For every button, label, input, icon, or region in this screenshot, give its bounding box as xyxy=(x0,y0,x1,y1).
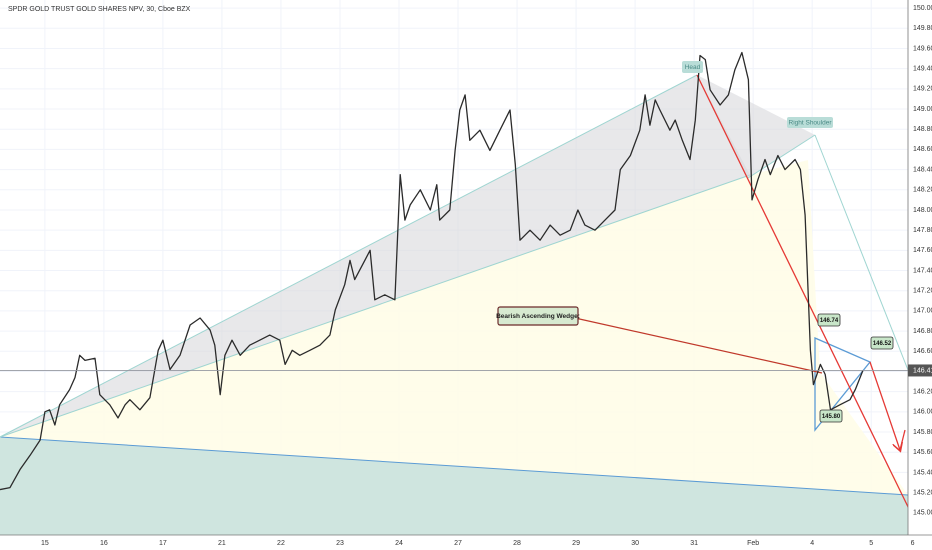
y-tick-label: 149.60 xyxy=(913,45,932,52)
head-label: Head xyxy=(685,64,701,71)
x-tick-label: 5 xyxy=(869,540,873,547)
y-tick-label: 149.00 xyxy=(913,106,932,113)
wedge-box xyxy=(497,306,579,326)
y-tick-label: 145.20 xyxy=(913,489,932,496)
x-tick-label: 30 xyxy=(631,540,639,547)
wedge-pointer xyxy=(574,317,823,374)
y-tick-label: 146.80 xyxy=(913,328,932,335)
y-tick-label: 148.60 xyxy=(913,146,932,153)
x-tick-label: Feb xyxy=(747,540,759,547)
price-callout-label: 145.80 xyxy=(822,414,841,420)
support-zone xyxy=(0,437,908,535)
price-line xyxy=(0,51,864,491)
axes: 145.00 145.20 145.40 145.60 145.80 146.00 146.… xyxy=(41,5,932,547)
price-callout-label: 146.52 xyxy=(873,341,892,347)
shoulder-line xyxy=(814,134,908,371)
y-tick-label: 148.00 xyxy=(913,207,932,214)
wedge-label: Bearish Ascending Wedge; xyxy=(496,313,580,320)
price-callout-box xyxy=(819,409,843,423)
y-tick-label: 145.00 xyxy=(913,510,932,517)
y-tick-label: 145.40 xyxy=(913,469,932,476)
triangle xyxy=(814,337,872,432)
last-price-label: 146.41 xyxy=(913,367,932,374)
neck-line xyxy=(747,134,816,179)
shoulder-fill xyxy=(697,75,815,178)
price-axis-bg xyxy=(908,0,932,550)
x-tick-label: 21 xyxy=(218,540,226,547)
shoulder-label: Right Shoulder xyxy=(789,120,833,127)
x-tick-label: 16 xyxy=(100,540,108,547)
y-tick-label: 145.60 xyxy=(913,449,932,456)
y-tick-label: 148.20 xyxy=(913,187,932,194)
y-tick-label: 145.80 xyxy=(913,429,932,436)
y-tick-label: 147.80 xyxy=(913,227,932,234)
x-tick-label: 23 xyxy=(336,540,344,547)
trend-down xyxy=(696,74,908,509)
y-tick-label: 149.40 xyxy=(913,65,932,72)
price-callout-box xyxy=(870,336,894,350)
x-tick-label: 28 xyxy=(513,540,521,547)
drawings xyxy=(0,74,908,535)
y-tick-label: 147.00 xyxy=(913,308,932,315)
x-tick-label: 24 xyxy=(395,540,403,547)
x-tick-label: 27 xyxy=(454,540,462,547)
projection-tail xyxy=(899,429,906,451)
x-tick-label: 31 xyxy=(690,540,698,547)
y-tick-label: 149.20 xyxy=(913,86,932,93)
shoulder-box xyxy=(787,117,833,128)
price-callout-box xyxy=(817,313,841,327)
wedge-fill xyxy=(0,75,750,437)
support-line xyxy=(0,436,908,496)
x-tick-label: 4 xyxy=(810,540,814,547)
x-tick-label: 22 xyxy=(277,540,285,547)
y-tick-label: 149.80 xyxy=(913,25,932,32)
x-tick-label: 29 xyxy=(572,540,580,547)
y-tick-label: 147.20 xyxy=(913,288,932,295)
last-price-box xyxy=(908,364,932,377)
y-tick-label: 148.40 xyxy=(913,166,932,173)
wedge-below-fill xyxy=(0,160,908,495)
price-callout-label: 146.74 xyxy=(820,318,839,324)
chart-title: SPDR GOLD TRUST GOLD SHARES NPV, 30, Cbo… xyxy=(8,6,191,13)
x-tick-label: 17 xyxy=(159,540,167,547)
x-tick-label: 15 xyxy=(41,540,49,547)
y-tick-label: 146.20 xyxy=(913,389,932,396)
y-tick-label: 146.00 xyxy=(913,409,932,416)
wedge-upper xyxy=(0,74,698,438)
series-layer xyxy=(0,51,908,491)
y-tick-label: 150.00 xyxy=(913,5,932,12)
head-box xyxy=(682,61,703,73)
y-tick-label: 147.40 xyxy=(913,267,932,274)
y-tick-label: 146.60 xyxy=(913,348,932,355)
x-tick-label: 6 xyxy=(911,540,915,547)
y-tick-label: 148.80 xyxy=(913,126,932,133)
projection-arrow xyxy=(869,361,900,450)
y-tick-label: 147.60 xyxy=(913,247,932,254)
wedge-lower xyxy=(0,174,751,438)
